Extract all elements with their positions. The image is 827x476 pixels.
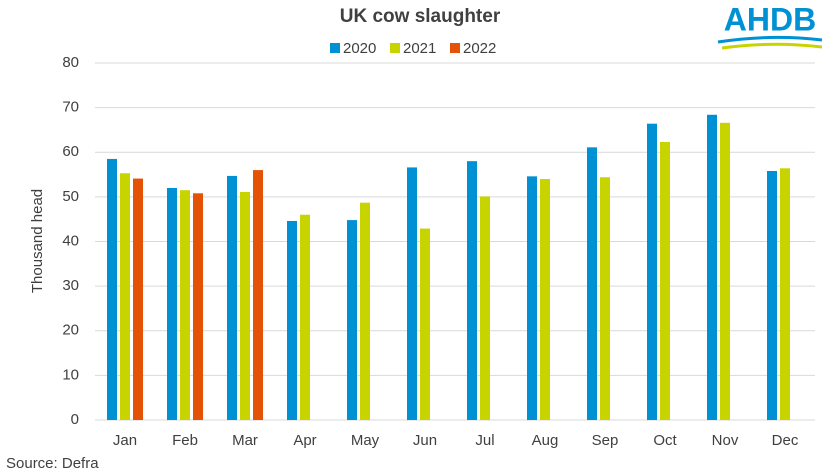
x-tick-label: May — [351, 432, 380, 449]
bar — [133, 178, 143, 420]
logo: AHDB — [724, 1, 816, 37]
bar — [647, 123, 657, 420]
y-tick-label: 60 — [62, 143, 79, 160]
bar — [227, 175, 237, 420]
bar — [120, 173, 130, 420]
y-tick-label: 50 — [62, 188, 79, 205]
x-tick-label: Sep — [592, 432, 619, 449]
bar — [600, 177, 610, 420]
x-tick-label: Dec — [772, 432, 799, 449]
legend-swatch — [330, 43, 340, 53]
y-tick-label: 70 — [62, 99, 79, 116]
bar — [540, 179, 550, 420]
legend-label: 2022 — [463, 40, 496, 57]
x-tick-label: Jul — [475, 432, 494, 449]
x-tick-label: Feb — [172, 432, 198, 449]
bar — [107, 158, 117, 420]
legend-label: 2020 — [343, 40, 376, 57]
bar — [720, 122, 730, 421]
y-axis-label: Thousand head — [29, 189, 46, 293]
chart-title: UK cow slaughter — [340, 6, 501, 27]
bar — [587, 147, 597, 420]
bar — [287, 220, 297, 420]
bar — [300, 214, 310, 420]
bar — [167, 187, 177, 420]
bar — [347, 220, 357, 420]
bar — [193, 193, 203, 420]
logo-swoosh — [717, 35, 823, 44]
bar — [480, 196, 490, 420]
bar — [407, 167, 417, 420]
y-tick-label: 0 — [71, 411, 79, 428]
legend-swatch — [450, 43, 460, 53]
bar — [180, 190, 190, 420]
x-tick-label: Nov — [712, 432, 739, 449]
x-tick-label: Apr — [293, 432, 316, 449]
logo-swoosh — [721, 42, 823, 50]
x-tick-label: Aug — [532, 432, 559, 449]
bar — [420, 228, 430, 420]
y-tick-label: 20 — [62, 322, 79, 339]
bar — [253, 170, 263, 420]
y-tick-label: 30 — [62, 277, 79, 294]
x-tick-label: Jun — [413, 432, 437, 449]
y-tick-label: 10 — [62, 366, 79, 383]
bar — [767, 170, 777, 420]
bar — [660, 141, 670, 420]
bar — [527, 176, 537, 420]
bar — [240, 191, 250, 420]
bar — [780, 168, 790, 420]
legend-label: 2021 — [403, 40, 436, 57]
source: Source: Defra — [6, 455, 99, 472]
x-tick-label: Oct — [653, 432, 677, 449]
x-tick-label: Mar — [232, 432, 258, 449]
bar — [707, 114, 717, 420]
legend-swatch — [390, 43, 400, 53]
y-tick-label: 80 — [62, 54, 79, 71]
x-tick-label: Jan — [113, 432, 137, 449]
bar — [360, 202, 370, 420]
y-tick-label: 40 — [62, 232, 79, 249]
bar — [467, 161, 477, 421]
